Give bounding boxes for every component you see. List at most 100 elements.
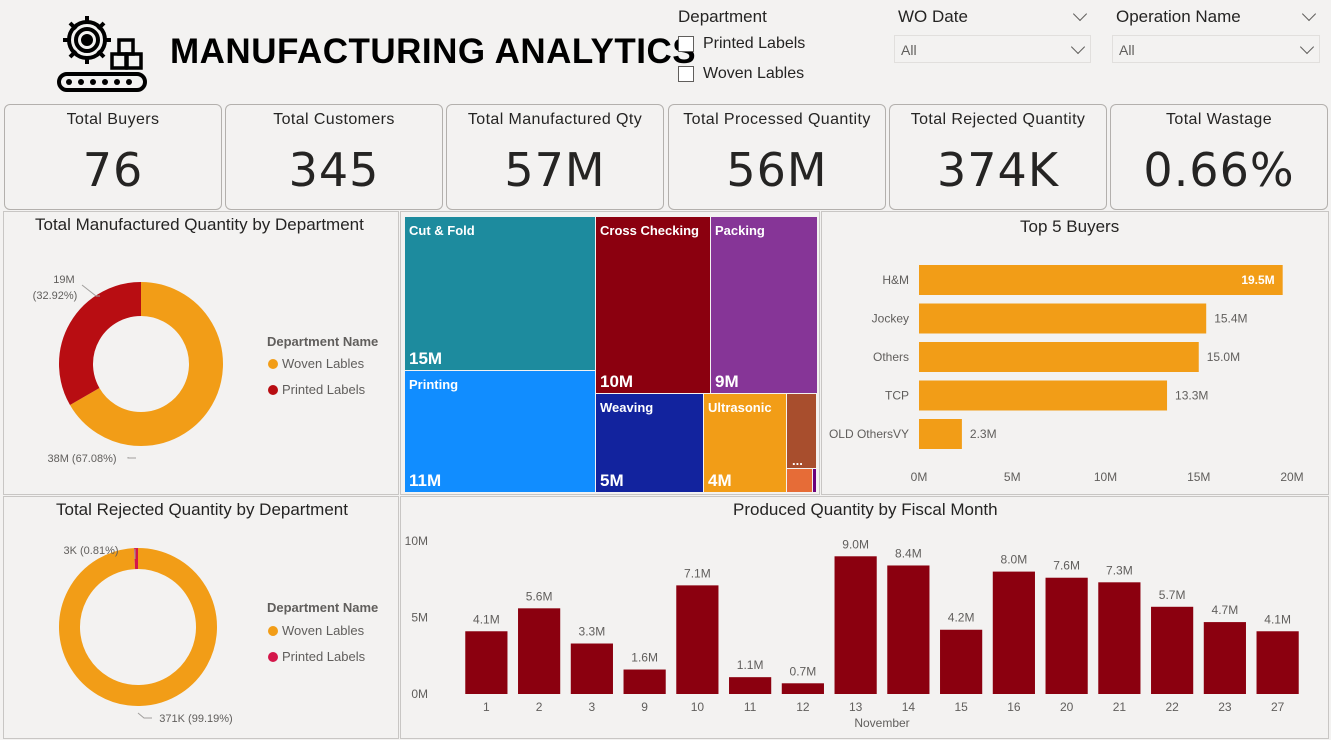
x-tick-label: 20: [1060, 700, 1074, 714]
bar[interactable]: [919, 304, 1206, 334]
data-label: 9.0M: [842, 537, 869, 551]
x-tick-label: 13: [849, 700, 863, 714]
department-option-woven-lables[interactable]: Woven Lables: [678, 65, 804, 83]
legend-label: Printed Labels: [282, 382, 365, 397]
data-label: 4.2M: [948, 611, 975, 625]
kpi-value: 76: [5, 143, 221, 197]
treemap-cell-name: Printing: [409, 377, 458, 392]
treemap-cell-name: Cut & Fold: [409, 223, 475, 238]
department-slicer-title: Department: [678, 7, 767, 27]
treemap-cell-printing[interactable]: Printing 11M: [405, 371, 595, 492]
treemap-cell-ultrasonic[interactable]: Ultrasonic 4M: [704, 394, 786, 492]
bar[interactable]: [1098, 582, 1140, 694]
data-label: 4.7M: [1212, 603, 1239, 617]
x-tick-label: 5M: [1004, 470, 1021, 484]
bar[interactable]: [676, 585, 718, 694]
treemap-cell-small[interactable]: [787, 469, 812, 492]
checkbox-icon[interactable]: [678, 66, 694, 82]
bar[interactable]: [940, 630, 982, 694]
kpi-card-total-buyers: Total Buyers 76: [4, 104, 222, 210]
treemap-cell-packing[interactable]: Packing 9M: [711, 217, 817, 393]
donut-slices: [76, 299, 206, 429]
data-label: 4.1M: [473, 612, 500, 626]
data-label: 1.6M: [631, 651, 658, 665]
chevron-down-icon[interactable]: [1302, 7, 1316, 21]
legend-item-woven[interactable]: Woven Lables: [268, 356, 364, 371]
data-label: 4.1M: [1264, 612, 1291, 626]
legend-item-woven[interactable]: Woven Lables: [268, 623, 364, 638]
data-label: 7.1M: [684, 566, 711, 580]
kpi-card-total-processed-quantity: Total Processed Quantity 56M: [668, 104, 886, 210]
treemap-cell-name: Weaving: [600, 400, 653, 415]
donut-svg: 3K (0.81%) 371K (99.19%): [4, 497, 400, 740]
x-tick-label: 21: [1113, 700, 1127, 714]
treemap-cell-cut-fold[interactable]: Cut & Fold 15M: [405, 217, 595, 370]
bar[interactable]: [887, 565, 929, 694]
treemap-cell-cross-checking[interactable]: Cross Checking 10M: [596, 217, 710, 393]
slice-label-woven: 371K (99.19%): [159, 713, 232, 725]
legend-label: Woven Lables: [282, 623, 364, 638]
bar[interactable]: [729, 677, 771, 694]
chevron-down-icon: [1071, 40, 1085, 54]
treemap-cell-other[interactable]: ...: [787, 394, 816, 468]
slice-label-woven: 38M (67.08%): [47, 453, 116, 465]
legend-item-printed[interactable]: Printed Labels: [268, 382, 365, 397]
x-tick-label: 15: [954, 700, 968, 714]
kpi-card-total-manufactured-qty: Total Manufactured Qty 57M: [446, 104, 664, 210]
bar[interactable]: [518, 608, 560, 694]
bar[interactable]: [782, 683, 824, 694]
donut-slice[interactable]: [76, 299, 141, 397]
legend-title: Department Name: [267, 334, 378, 349]
bar[interactable]: [1257, 631, 1299, 694]
donut-slices: [70, 559, 207, 696]
bar[interactable]: [571, 644, 613, 694]
legend-dot: [268, 626, 278, 636]
kpi-card-total-customers: Total Customers 345: [225, 104, 443, 210]
donut-svg: 19M (32.92%) 38M (67.08%): [4, 212, 400, 496]
bar[interactable]: [993, 572, 1035, 694]
checkbox-icon[interactable]: [678, 36, 694, 52]
bar[interactable]: [624, 670, 666, 694]
treemap-cell-tiny[interactable]: [813, 469, 816, 492]
bar[interactable]: [835, 556, 877, 694]
data-label: 13.3M: [1175, 389, 1208, 403]
data-label: 5.6M: [526, 589, 553, 603]
kpi-value: 0.66%: [1111, 143, 1327, 197]
bar[interactable]: [919, 342, 1199, 372]
operation-name-dropdown[interactable]: All: [1112, 35, 1320, 63]
data-label: 15.0M: [1207, 350, 1240, 364]
x-tick-label: 16: [1007, 700, 1021, 714]
treemap-cell-weaving[interactable]: Weaving 5M: [596, 394, 703, 492]
slice-label-printed: 3K (0.81%): [63, 545, 118, 557]
category-label: H&M: [882, 273, 909, 287]
department-option-printed-labels[interactable]: Printed Labels: [678, 35, 805, 53]
wo-date-dropdown[interactable]: All: [894, 35, 1091, 63]
data-label: 7.6M: [1053, 559, 1080, 573]
category-label: Others: [873, 350, 909, 364]
bar[interactable]: [1046, 578, 1088, 694]
treemap-cell-value: 10M: [600, 372, 633, 392]
legend-title: Department Name: [267, 600, 378, 615]
x-tick-label: 20M: [1280, 470, 1303, 484]
bar[interactable]: [919, 265, 1283, 295]
bar[interactable]: [919, 419, 962, 449]
data-label: 7.3M: [1106, 563, 1133, 577]
y-tick-label: 0M: [411, 687, 428, 701]
leader-line: [128, 457, 136, 458]
legend-item-printed[interactable]: Printed Labels: [268, 649, 365, 664]
legend-label: Printed Labels: [282, 649, 365, 664]
slice-value-label: 19M: [53, 274, 74, 286]
bar[interactable]: [1151, 607, 1193, 694]
bar[interactable]: [465, 631, 507, 694]
donut-slice[interactable]: [70, 559, 207, 696]
data-label: 0.7M: [790, 664, 817, 678]
legend-label: Woven Lables: [282, 356, 364, 371]
kpi-label: Total Rejected Quantity: [890, 111, 1106, 129]
bar[interactable]: [919, 381, 1167, 411]
leader-line: [138, 713, 152, 718]
chevron-down-icon[interactable]: [1073, 7, 1087, 21]
department-option-label: Woven Lables: [703, 65, 804, 83]
bar[interactable]: [1204, 622, 1246, 694]
